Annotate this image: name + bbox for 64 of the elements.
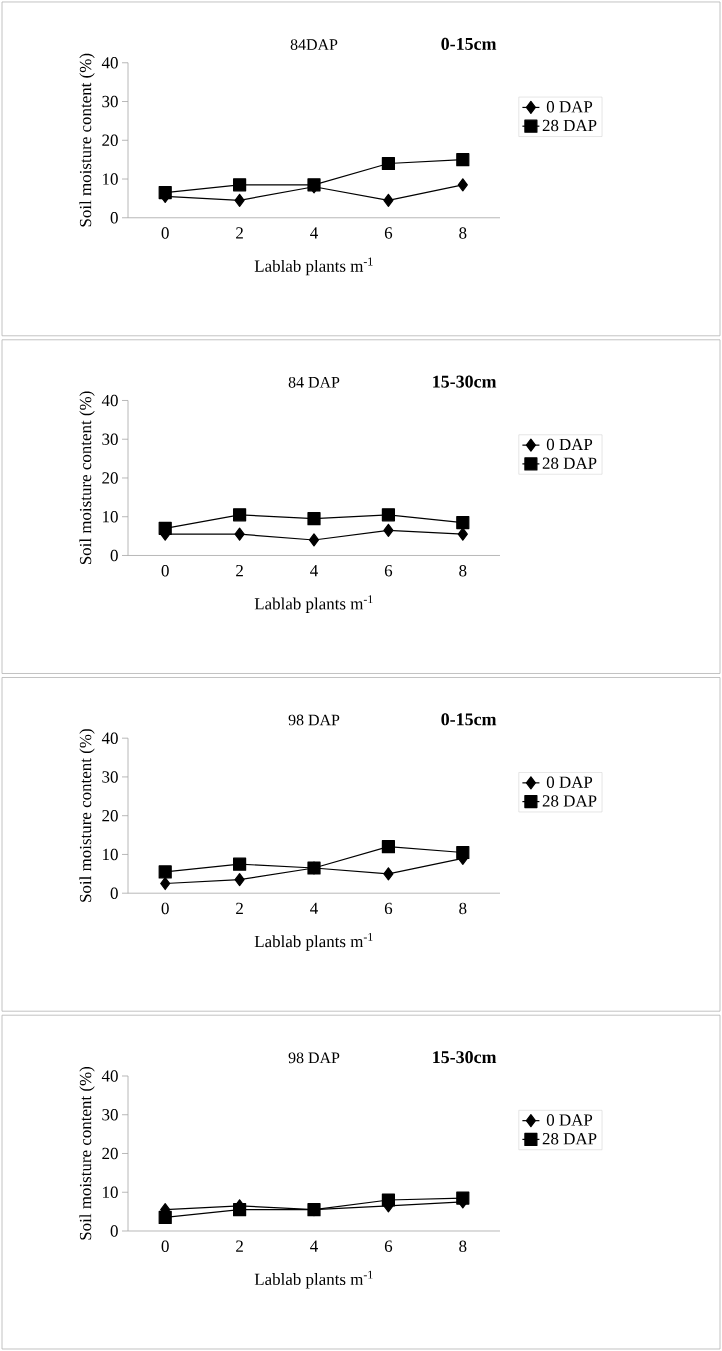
x-tick-label: 2 — [236, 902, 243, 914]
legend-label: 28 DAP — [542, 795, 597, 807]
y-tick-label: 30 — [102, 95, 118, 108]
chart-subtitle: 84DAP — [290, 39, 338, 50]
legend-label: 28 DAP — [542, 457, 597, 469]
y-tick-label: 20 — [102, 809, 118, 822]
x-tick-label: 2 — [236, 227, 243, 239]
x-axis-title: Lablab plants m$^{-1}$ — [254, 595, 373, 613]
x-axis-title: Lablab plants m$^{-1}$ — [254, 932, 373, 951]
x-axis-title: Lablab plants m$^{-1}$ — [254, 1270, 373, 1289]
legend-label: 0 DAP — [546, 101, 593, 113]
y-tick-label: 20 — [102, 472, 118, 484]
y-axis-title: Soil moisture content (%) — [79, 729, 95, 902]
x-tick-label: 0 — [161, 902, 169, 915]
chart-title: 15-30cm — [433, 1051, 497, 1064]
x-tick-label: 4 — [310, 1240, 318, 1252]
x-tick-label: 6 — [384, 564, 393, 577]
legend-label: 0 DAP — [546, 776, 593, 788]
x-tick-label: 6 — [384, 1240, 393, 1252]
legend-label: 28 DAP — [542, 1133, 597, 1145]
x-tick-label: 4 — [310, 902, 318, 914]
y-tick-label: 10 — [103, 173, 118, 185]
y-tick-label: 40 — [101, 57, 118, 69]
y-tick-label: 40 — [101, 394, 118, 407]
y-axis-title: Soil moisture content (%) — [79, 1066, 95, 1240]
x-tick-label: 6 — [384, 227, 393, 239]
x-tick-label: 8 — [459, 565, 467, 577]
legend-label: 0 DAP — [546, 1114, 593, 1126]
x-tick-label: 0 — [161, 227, 169, 239]
x-tick-label: 0 — [161, 1240, 169, 1252]
chart-subtitle: 98 DAP — [288, 1052, 340, 1064]
x-tick-label: 8 — [459, 902, 467, 915]
x-tick-label: 2 — [236, 564, 243, 577]
legend-label: 0 DAP — [546, 438, 593, 451]
legend-label: 28 DAP — [542, 119, 597, 132]
y-tick-label: 0 — [110, 1225, 118, 1237]
x-tick-label: 8 — [459, 227, 467, 239]
x-tick-label: 0 — [161, 565, 169, 577]
y-tick-label: 0 — [110, 212, 118, 224]
chart-subtitle: 84 DAP — [288, 376, 340, 388]
x-tick-label: 2 — [236, 1240, 243, 1252]
y-tick-label: 20 — [102, 134, 118, 146]
y-tick-label: 10 — [103, 511, 118, 523]
y-tick-label: 0 — [110, 887, 118, 899]
y-tick-label: 10 — [103, 1186, 118, 1198]
chart-title: 0-15cm — [441, 37, 497, 50]
x-tick-label: 4 — [310, 227, 318, 239]
y-tick-label: 10 — [103, 848, 118, 861]
x-axis-title: Lablab plants m$^{-1}$ — [254, 257, 373, 276]
y-tick-label: 30 — [102, 433, 118, 445]
x-tick-label: 6 — [384, 902, 393, 915]
y-axis-title: Soil moisture content (%) — [79, 53, 95, 227]
chart-title: 15-30cm — [433, 375, 497, 388]
y-tick-label: 0 — [110, 549, 118, 562]
y-axis-title: Soil moisture content (%) — [79, 391, 95, 565]
chart-subtitle: 98 DAP — [288, 714, 340, 726]
x-tick-label: 8 — [459, 1240, 467, 1252]
y-tick-label: 20 — [102, 1147, 118, 1160]
y-tick-label: 30 — [102, 771, 118, 783]
chart-title: 0-15cm — [441, 713, 497, 726]
y-tick-label: 40 — [101, 732, 118, 744]
x-tick-label: 4 — [310, 565, 318, 577]
y-tick-label: 30 — [102, 1109, 118, 1121]
y-tick-label: 40 — [101, 1070, 118, 1082]
